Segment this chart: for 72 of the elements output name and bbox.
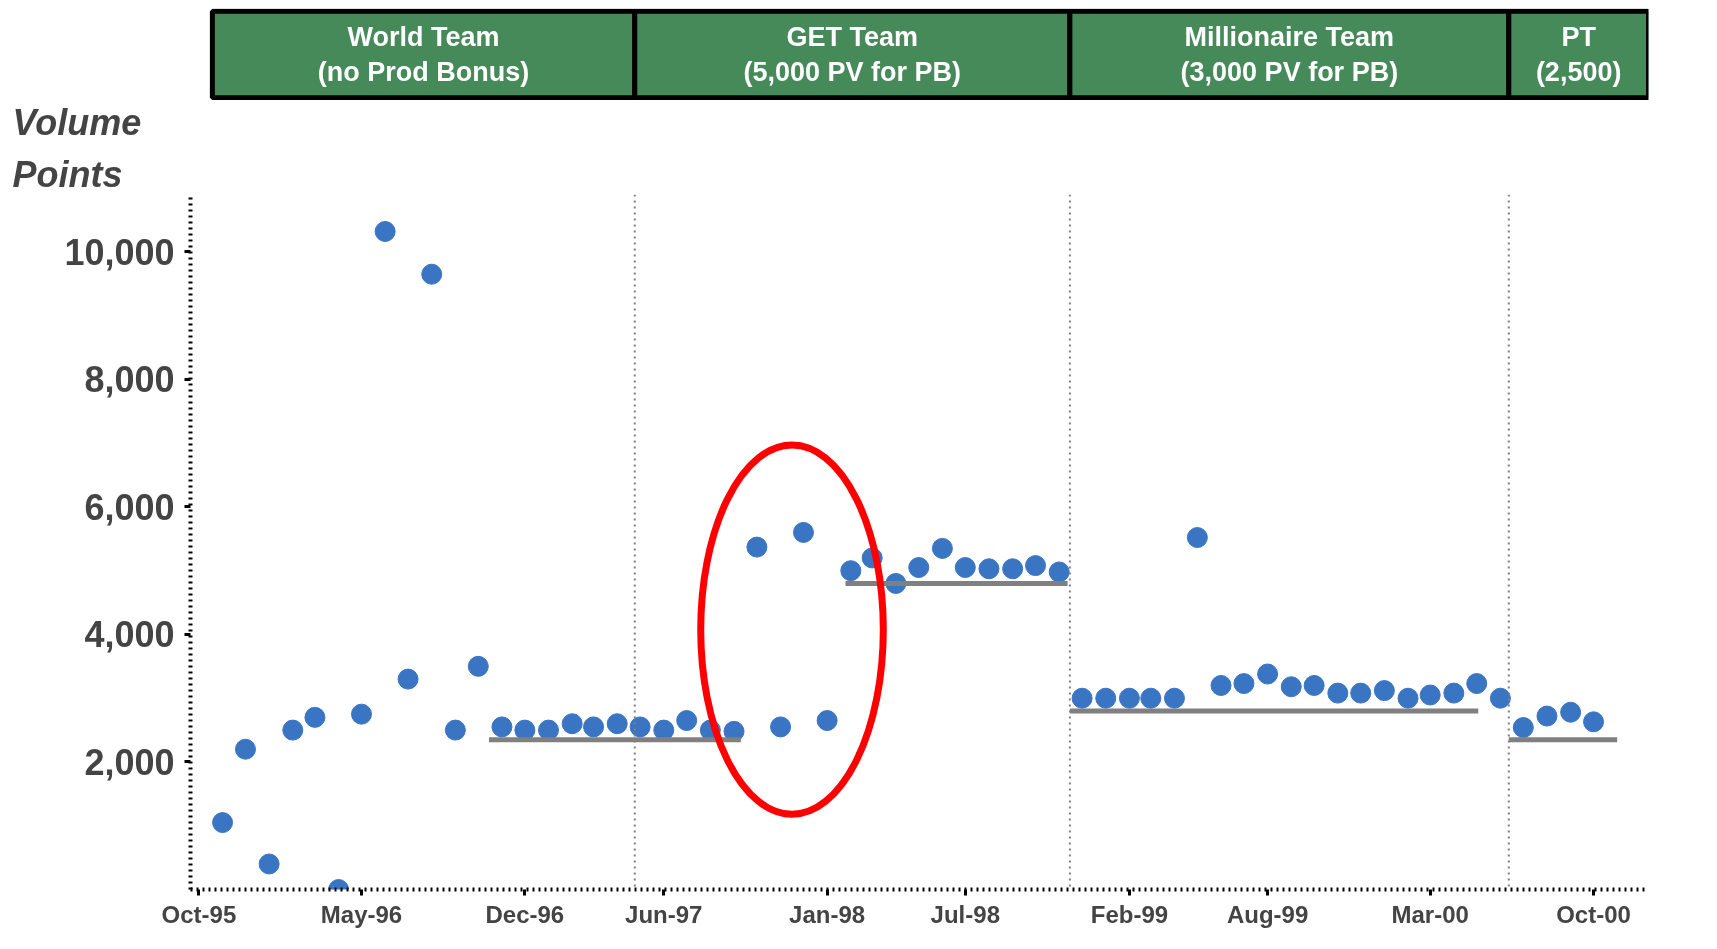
point <box>1489 687 1511 709</box>
point <box>1257 663 1279 685</box>
x-tick-label: Mar-00 <box>1391 900 1469 928</box>
y-tick-label: 10,000 <box>64 231 175 273</box>
point <box>1210 674 1232 696</box>
x-tick-label: Jun-97 <box>625 900 703 928</box>
point <box>1186 527 1208 549</box>
point <box>931 537 953 559</box>
point <box>350 703 372 725</box>
point <box>1466 673 1488 695</box>
point <box>1397 687 1419 709</box>
text: PT (2,500) <box>1535 22 1622 87</box>
point <box>978 558 1000 580</box>
point <box>676 710 698 732</box>
x-tick-label: Feb-99 <box>1090 900 1169 928</box>
point <box>583 716 605 738</box>
point <box>770 716 792 738</box>
point <box>1350 682 1372 704</box>
point <box>1560 701 1582 723</box>
point <box>374 221 396 242</box>
y-tick-label: 8,000 <box>84 359 175 401</box>
point <box>1373 680 1395 702</box>
point <box>1512 717 1534 739</box>
point <box>282 719 304 741</box>
x-tick-label: Dec-96 <box>485 900 565 928</box>
point <box>491 716 513 738</box>
y-tick-label: 2,000 <box>84 741 175 783</box>
point <box>444 719 466 741</box>
point <box>606 713 628 735</box>
point <box>954 557 976 578</box>
text: World Team (no Prod Bonus) <box>317 22 530 87</box>
point <box>840 560 862 582</box>
x-tick-label: Jul-98 <box>930 900 1000 928</box>
point <box>258 853 280 875</box>
point <box>908 557 930 578</box>
point <box>1048 561 1070 583</box>
point <box>1443 682 1465 704</box>
text: Millionaire Team (3,000 PV for PB) <box>1180 22 1399 87</box>
point <box>1118 687 1140 709</box>
point <box>234 738 256 760</box>
point <box>1233 673 1255 695</box>
point <box>746 536 768 558</box>
point <box>792 521 814 543</box>
point <box>397 668 419 690</box>
point <box>1095 687 1117 709</box>
point <box>304 706 326 728</box>
y-tick-label: 4,000 <box>84 614 175 656</box>
point <box>467 655 489 677</box>
point <box>1303 674 1325 696</box>
point <box>561 713 583 735</box>
point <box>212 812 234 834</box>
x-tick-label: Aug-99 <box>1226 900 1309 928</box>
point <box>1280 676 1302 698</box>
point <box>1327 682 1349 704</box>
point <box>1583 711 1605 733</box>
point <box>1140 687 1162 709</box>
x-tick-label: May-96 <box>320 900 403 928</box>
point <box>816 710 838 732</box>
point <box>1002 558 1024 580</box>
point <box>1071 687 1093 709</box>
point <box>629 716 651 738</box>
x-tick-label: Oct-00 <box>1556 900 1631 928</box>
text: GET Team (5,000 PV for PB) <box>743 22 962 87</box>
point <box>1163 687 1185 709</box>
x-tick-label: Jan-98 <box>789 900 866 928</box>
y-tick-label: 6,000 <box>84 486 175 528</box>
point <box>421 263 443 285</box>
point <box>1025 555 1047 577</box>
point <box>1536 705 1558 727</box>
y-axis-title: Volume Points <box>12 102 142 195</box>
point <box>1419 684 1441 706</box>
x-tick-label: Oct-95 <box>161 900 237 928</box>
